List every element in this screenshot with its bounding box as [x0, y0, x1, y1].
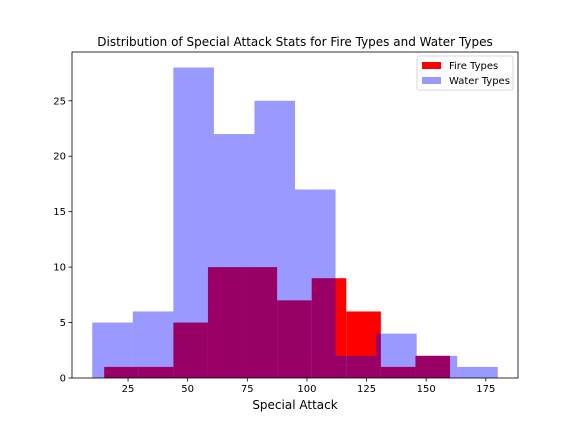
legend: Fire Types Water Types — [416, 55, 514, 91]
water-types-bar — [213, 134, 255, 378]
fire-types-bar — [138, 366, 174, 378]
x-tick-label: 25 — [122, 384, 135, 395]
plot-frame — [71, 51, 519, 379]
y-axis-ticks: 0 5 10 15 20 25 — [53, 96, 72, 385]
x-tick-label: 50 — [181, 384, 194, 395]
water-types-bar — [335, 355, 377, 378]
y-tick-label: 15 — [53, 207, 66, 218]
water-types-bar — [173, 67, 214, 379]
fire-types-bar — [380, 366, 416, 378]
fire-types-bar — [207, 267, 243, 378]
x-tick-label: 100 — [297, 384, 316, 395]
fire-types-legend-swatch — [422, 62, 441, 69]
water-types-legend-label: Water Types — [449, 76, 510, 87]
y-tick-label: 25 — [53, 96, 66, 107]
y-tick-label: 0 — [60, 374, 66, 385]
x-axis-label: Special Attack — [252, 398, 337, 412]
chart-title: Distribution of Special Attack Stats for… — [97, 35, 493, 49]
bars-layer — [92, 67, 498, 379]
water-types-bar — [416, 355, 458, 378]
x-tick-label: 125 — [357, 384, 376, 395]
y-tick-label: 20 — [53, 152, 66, 163]
water-types-bar — [132, 311, 174, 378]
x-tick-label: 175 — [476, 384, 495, 395]
water-types-bar — [457, 366, 498, 378]
y-tick-label: 10 — [53, 263, 66, 274]
water-types-bar — [254, 100, 295, 378]
y-tick-label: 5 — [60, 318, 66, 329]
water-types-bar — [376, 333, 417, 378]
water-types-bar — [295, 189, 336, 378]
x-tick-label: 75 — [241, 384, 254, 395]
x-axis-ticks: 25 50 75 100 125 150 175 — [122, 378, 495, 395]
fire-types-bar — [173, 322, 208, 378]
fire-types-bar — [415, 355, 451, 378]
fire-types-bar — [311, 278, 347, 378]
fire-types-bar — [346, 311, 381, 378]
fire-types-bar — [277, 300, 312, 378]
fire-types-bar — [104, 366, 139, 378]
water-types-legend-swatch — [422, 77, 441, 84]
water-types-bar — [92, 322, 133, 378]
fire-types-bar — [242, 267, 278, 378]
x-tick-label: 150 — [417, 384, 436, 395]
fire-types-legend-label: Fire Types — [449, 61, 498, 72]
